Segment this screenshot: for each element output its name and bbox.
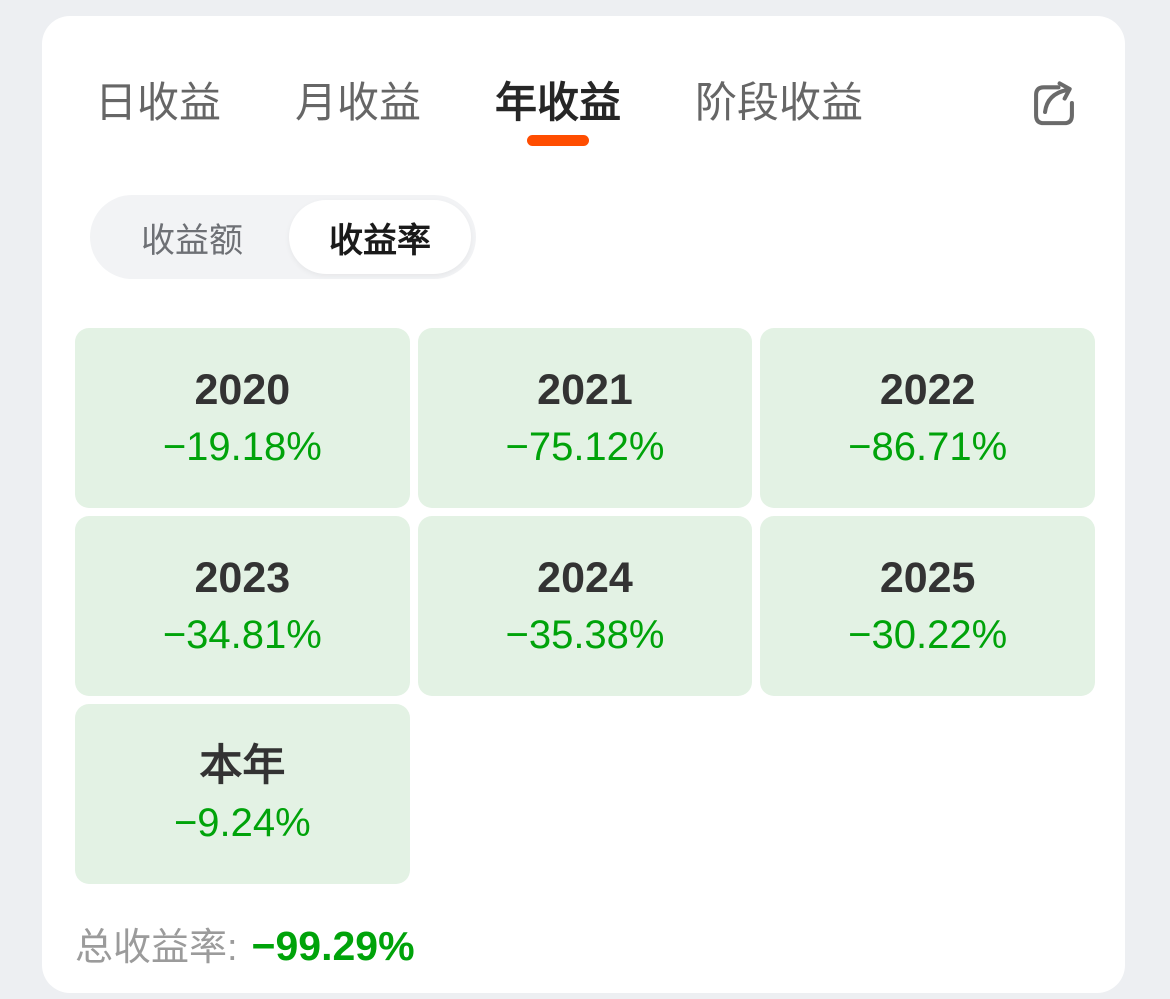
return-value: −30.22% — [848, 612, 1008, 657]
return-card-current-year: 本年 −9.24% — [75, 704, 410, 884]
return-card-2020: 2020 −19.18% — [75, 328, 410, 508]
yearly-returns-grid: 2020 −19.18% 2021 −75.12% 2022 −86.71% 2… — [75, 328, 1095, 884]
period-label: 2021 — [537, 366, 633, 415]
active-tab-underline — [527, 135, 590, 147]
return-value: −35.38% — [505, 612, 665, 657]
period-label: 2024 — [537, 554, 633, 603]
tab-yearly-returns[interactable]: 年收益 — [495, 77, 622, 147]
returns-panel: 日收益 月收益 年收益 阶段收益 收益额 收益率 2020 −19.18% 20… — [42, 16, 1125, 993]
return-card-2022: 2022 −86.71% — [760, 328, 1095, 508]
share-button[interactable] — [1026, 74, 1082, 132]
return-value: −34.81% — [162, 612, 322, 657]
return-value: −9.24% — [173, 800, 311, 845]
return-value: −86.71% — [848, 424, 1008, 469]
return-value: −75.12% — [505, 424, 665, 469]
total-return-value: −99.29% — [251, 923, 415, 969]
tab-daily-returns[interactable]: 日收益 — [95, 78, 222, 126]
return-card-2023: 2023 −34.81% — [75, 516, 410, 696]
return-value: −19.18% — [162, 424, 322, 469]
period-label: 2020 — [194, 366, 291, 415]
return-card-2021: 2021 −75.12% — [417, 328, 753, 508]
period-label: 2023 — [194, 554, 291, 603]
return-type-toggle: 收益额 收益率 — [90, 195, 476, 279]
tab-yearly-returns-label: 年收益 — [495, 78, 622, 126]
total-return-label: 总收益率: — [75, 927, 238, 969]
period-label: 2022 — [879, 366, 976, 415]
return-card-2024: 2024 −35.38% — [417, 516, 753, 696]
toggle-return-amount[interactable]: 收益额 — [141, 221, 243, 260]
toggle-return-rate[interactable]: 收益率 — [289, 200, 471, 274]
tab-monthly-returns[interactable]: 月收益 — [295, 78, 422, 126]
period-label: 本年 — [199, 742, 286, 791]
returns-tab-bar: 日收益 月收益 年收益 阶段收益 — [95, 74, 1082, 147]
tab-period-returns[interactable]: 阶段收益 — [695, 78, 864, 126]
share-export-icon — [1034, 81, 1074, 126]
period-label: 2025 — [879, 554, 976, 603]
total-return-row: 总收益率: −99.29% — [75, 916, 415, 971]
return-card-2025: 2025 −30.22% — [760, 516, 1095, 696]
